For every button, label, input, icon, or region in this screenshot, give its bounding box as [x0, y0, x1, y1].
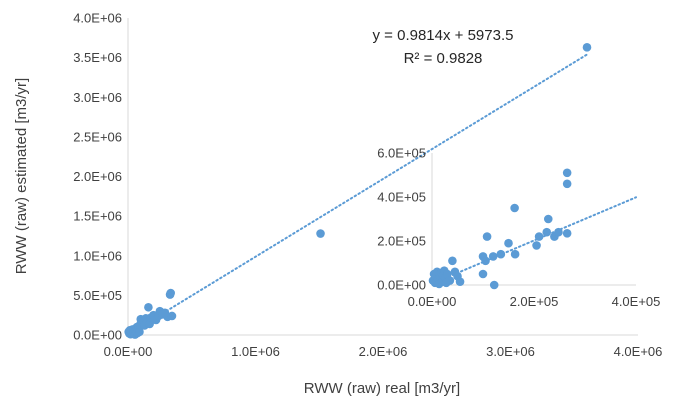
main-data-point — [316, 229, 325, 238]
main-trendline — [127, 53, 588, 336]
inset-data-point — [543, 214, 553, 224]
inset-data-point — [443, 269, 452, 279]
inset-y-tick-label: 0.0E+00 — [377, 278, 426, 293]
inset-data-point — [504, 238, 513, 248]
inset-data-point — [510, 203, 519, 213]
main-data-point — [167, 311, 177, 321]
main-y-tick-label: 4.0E+06 — [73, 11, 122, 26]
main-y-tick-label: 3.5E+06 — [73, 50, 122, 65]
inset-data-point — [554, 227, 563, 237]
inset-data-point — [562, 229, 572, 238]
inset-data-point — [562, 179, 572, 189]
inset-x-tick-label: 0.0E+00 — [408, 294, 457, 309]
r-squared-label: R² = 0.9828 — [404, 50, 483, 67]
inset-trendline — [431, 196, 637, 285]
main-data-points — [124, 43, 592, 339]
inset-y-tick-labels: 0.0E+00 2.0E+05 4.0E+05 6.0E+05 — [377, 146, 426, 293]
trendline-equation: y = 0.9814x + 5973.5 — [373, 27, 514, 44]
main-y-tick-label: 5.0E+05 — [73, 288, 122, 303]
main-x-tick-label: 0.0E+00 — [104, 344, 153, 359]
inset-data-points — [428, 168, 572, 290]
inset-y-tick-label: 4.0E+05 — [377, 190, 426, 205]
inset-y-tick-label: 6.0E+05 — [377, 146, 426, 161]
main-data-point — [144, 302, 153, 312]
inset-data-point — [542, 227, 552, 237]
inset-data-point — [534, 232, 544, 241]
main-x-tick-label: 1.0E+06 — [231, 344, 280, 359]
inset-x-tick-label: 2.0E+05 — [510, 294, 559, 309]
main-y-tick-label: 1.0E+06 — [73, 248, 122, 263]
main-y-tick-label: 2.5E+06 — [73, 129, 122, 144]
inset-x-tick-label: 4.0E+05 — [612, 294, 661, 309]
main-y-tick-label: 0.0E+00 — [73, 328, 122, 343]
inset-data-point — [489, 280, 499, 290]
y-axis-title: RWW (raw) estimated [m3/yr] — [13, 78, 30, 274]
inset-data-point — [445, 276, 455, 285]
main-x-tick-labels: 0.0E+00 1.0E+06 2.0E+06 3.0E+06 4.0E+06 — [104, 344, 663, 359]
inset-y-tick-label: 2.0E+05 — [377, 234, 426, 249]
main-data-point — [135, 327, 144, 337]
main-data-point — [582, 43, 592, 52]
main-y-tick-label: 3.0E+06 — [73, 90, 122, 105]
inset-data-point — [488, 252, 498, 261]
main-x-tick-label: 4.0E+06 — [614, 344, 663, 359]
main-y-tick-labels: 0.0E+00 5.0E+05 1.0E+06 1.5E+06 2.0E+06 2.5E+… — [73, 11, 122, 343]
inset-x-tick-labels: 0.0E+00 2.0E+05 4.0E+05 — [408, 294, 661, 309]
inset-data-point — [481, 256, 490, 266]
inset-data-point — [455, 277, 465, 287]
main-x-tick-label: 3.0E+06 — [486, 344, 535, 359]
inset-data-point — [448, 256, 457, 266]
main-y-tick-label: 1.5E+06 — [73, 209, 122, 224]
inset-data-point — [510, 249, 520, 259]
inset-data-point — [532, 241, 541, 250]
main-data-point — [166, 288, 176, 298]
inset-data-point — [482, 232, 492, 241]
x-axis-title: RWW (raw) real [m3/yr] — [304, 380, 460, 397]
main-x-tick-label: 2.0E+06 — [359, 344, 408, 359]
inset-data-point — [496, 249, 506, 259]
inset-data-point — [562, 168, 572, 178]
inset-data-point — [478, 269, 488, 279]
main-y-tick-label: 2.0E+06 — [73, 169, 122, 184]
